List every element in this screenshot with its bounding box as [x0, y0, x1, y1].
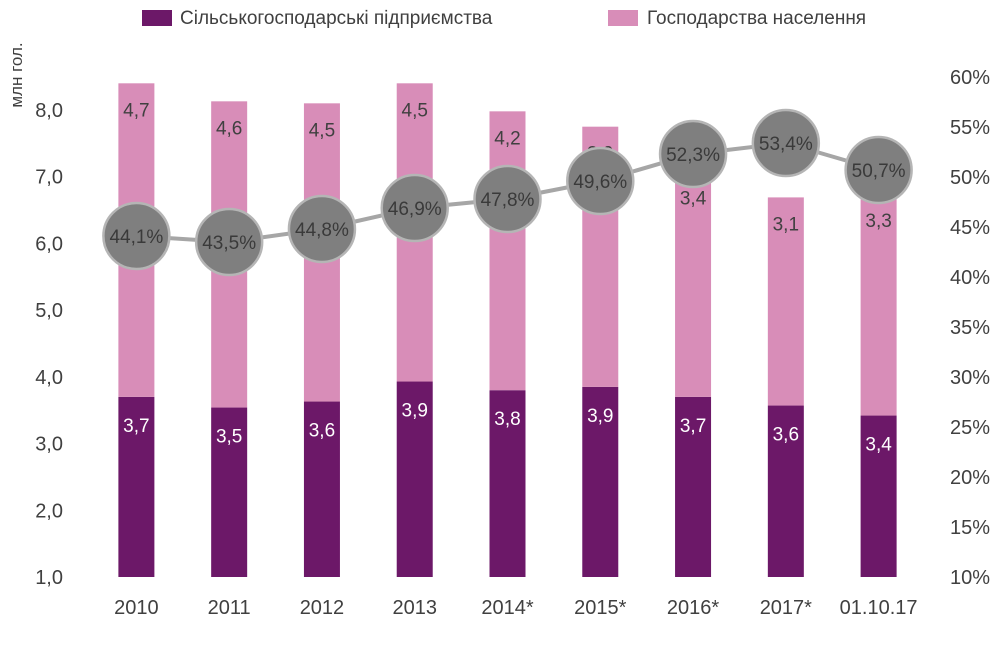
share-label: 47,8% [481, 190, 535, 211]
data-label-enterprises: 3,7 [123, 416, 149, 437]
share-marker [751, 108, 821, 178]
data-label-enterprises: 3,5 [216, 427, 242, 448]
legend-label-enterprises: Сільськогосподарські підприємства [180, 8, 493, 29]
y2-tick-label: 60% [950, 67, 990, 89]
data-label-enterprises: 3,7 [680, 416, 706, 437]
share-marker [287, 194, 357, 264]
bar-enterprises [303, 401, 340, 577]
x-tick-label: 2010 [114, 597, 159, 619]
y2-tick-label: 55% [950, 117, 990, 139]
share-marker [473, 164, 542, 234]
x-tick-label: 2017* [760, 597, 812, 619]
data-label-enterprises: 3,4 [865, 435, 892, 456]
data-label-enterprises: 3,9 [587, 406, 613, 427]
data-label-enterprises: 3,6 [773, 425, 799, 446]
share-marker [102, 201, 171, 271]
y2-tick-label: 35% [950, 317, 990, 339]
data-label-enterprises: 3,9 [402, 401, 428, 422]
share-marker [844, 135, 913, 205]
y-tick-label: 1,0 [35, 567, 63, 589]
x-tick-label: 2014* [481, 597, 533, 619]
bar-enterprises [211, 407, 248, 577]
data-label-households: 4,7 [123, 100, 149, 121]
y-tick-label: 6,0 [35, 233, 63, 255]
bar-enterprises [489, 390, 526, 577]
share-label: 44,8% [295, 220, 349, 241]
data-label-households: 4,5 [309, 120, 335, 141]
bar-households [675, 171, 712, 397]
y2-tick-label: 50% [950, 167, 990, 189]
y2-tick-label: 25% [950, 417, 990, 439]
data-label-households: 3,4 [680, 188, 707, 209]
y2-tick-label: 10% [950, 567, 990, 589]
bar-enterprises [767, 405, 804, 577]
share-marker [380, 173, 449, 243]
x-tick-label: 2011 [208, 597, 251, 619]
bar-enterprises [396, 381, 433, 577]
bar-enterprises [860, 415, 897, 577]
y-axis-title: млн гол. [7, 42, 26, 107]
x-tick-label: 2012 [300, 597, 345, 619]
y-tick-label: 4,0 [35, 367, 63, 389]
y2-tick-label: 20% [950, 467, 990, 489]
x-tick-label: 01.10.17 [840, 597, 918, 619]
x-tick-label: 2016* [667, 597, 719, 619]
x-tick-label: 2015* [574, 597, 626, 619]
data-label-households: 3,3 [865, 211, 891, 232]
share-marker [658, 119, 728, 189]
y-tick-label: 7,0 [35, 167, 63, 189]
bar-enterprises [582, 386, 619, 577]
legend-swatch-households [608, 10, 638, 26]
data-label-households: 3,1 [773, 214, 799, 235]
y2-tick-label: 30% [950, 367, 990, 389]
x-tick-label: 2013 [392, 597, 437, 619]
bar-households [767, 197, 804, 406]
share-marker [566, 146, 635, 216]
bar-enterprises [675, 396, 712, 577]
y2-tick-label: 40% [950, 267, 990, 289]
y2-tick-label: 45% [950, 217, 990, 239]
y2-tick-label: 15% [950, 517, 990, 539]
share-label: 53,4% [759, 134, 813, 155]
y-tick-label: 3,0 [35, 434, 63, 456]
data-label-enterprises: 3,8 [494, 409, 520, 430]
data-label-households: 4,5 [402, 100, 428, 121]
share-label: 44,1% [109, 227, 163, 248]
legend-swatch-enterprises [142, 10, 172, 26]
share-marker [194, 207, 264, 277]
y-tick-label: 5,0 [35, 300, 63, 322]
data-label-enterprises: 3,6 [309, 421, 335, 442]
bar-households [489, 111, 526, 391]
data-label-households: 4,2 [494, 128, 520, 149]
share-label: 46,9% [388, 199, 442, 220]
share-label: 43,5% [202, 233, 256, 254]
bar-enterprises [118, 396, 155, 577]
share-label: 50,7% [852, 161, 906, 182]
bar-households [860, 194, 897, 416]
data-label-households: 4,6 [216, 118, 242, 139]
share-label: 49,6% [573, 172, 627, 193]
y-tick-label: 8,0 [35, 100, 63, 122]
legend-label-households: Господарства населення [647, 8, 866, 29]
y-tick-label: 2,0 [35, 500, 63, 522]
share-label: 52,3% [666, 145, 720, 166]
